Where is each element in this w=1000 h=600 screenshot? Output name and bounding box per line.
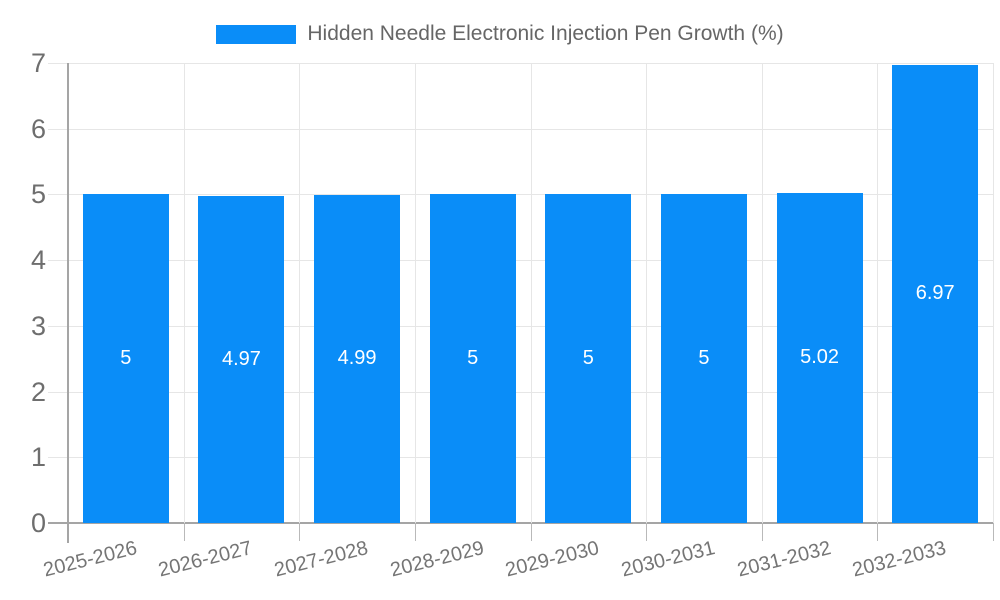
- bar-2032-2033[interactable]: [892, 64, 979, 523]
- y-tick-label: 2: [30, 376, 46, 407]
- x-axis-tick: [414, 523, 416, 541]
- x-axis-tick: [993, 523, 994, 541]
- x-gridline: [877, 63, 879, 523]
- x-gridline: [414, 63, 416, 523]
- legend-swatch-icon[interactable]: [216, 24, 297, 44]
- y-gridline: [48, 325, 993, 327]
- bar-2026-2027[interactable]: [198, 196, 285, 523]
- y-tick-label: 5: [30, 179, 46, 210]
- bar-2028-2029[interactable]: [429, 194, 516, 523]
- y-tick-label: 3: [30, 310, 46, 341]
- y-gridline: [48, 128, 993, 130]
- bar-2027-2028[interactable]: [314, 195, 401, 523]
- y-gridline: [48, 194, 993, 196]
- x-axis-tick: [299, 523, 301, 541]
- x-gridline: [299, 63, 301, 523]
- y-gridline: [48, 522, 993, 524]
- y-gridline: [48, 391, 993, 393]
- bar-2029-2030[interactable]: [545, 194, 632, 523]
- x-gridline: [761, 63, 763, 523]
- y-gridline: [48, 260, 993, 262]
- plot-area: 0 1 2 3 4 5 6 7 5 4.97 4.99 5 5 5 5.02 6.97 2025-2026 202…: [31, 48, 994, 581]
- chart-legend[interactable]: Hidden Needle Electronic Injection Pen G…: [0, 22, 1000, 46]
- x-axis-tick: [646, 523, 648, 541]
- y-tick-label: 0: [30, 508, 46, 538]
- y-gridline: [48, 63, 993, 64]
- y-tick-label: 6: [30, 113, 46, 144]
- y-tick-label: 7: [30, 48, 46, 78]
- bar-2025-2026[interactable]: [82, 194, 169, 523]
- x-axis-tick: [877, 523, 879, 541]
- x-axis-tick: [761, 523, 763, 541]
- legend-label: Hidden Needle Electronic Injection Pen G…: [307, 22, 784, 45]
- y-tick-label: 4: [30, 245, 46, 276]
- y-gridline: [48, 457, 993, 459]
- y-tick-label: 1: [30, 442, 46, 473]
- x-gridline: [646, 63, 648, 523]
- x-axis-tick: [530, 523, 532, 541]
- x-gridline: [993, 63, 994, 523]
- bar-2031-2032[interactable]: [776, 193, 863, 523]
- x-gridline: [183, 63, 185, 523]
- bar-2030-2031[interactable]: [660, 194, 747, 523]
- x-axis-tick: [183, 523, 185, 541]
- y-axis-line: [67, 63, 69, 543]
- x-gridline: [530, 63, 532, 523]
